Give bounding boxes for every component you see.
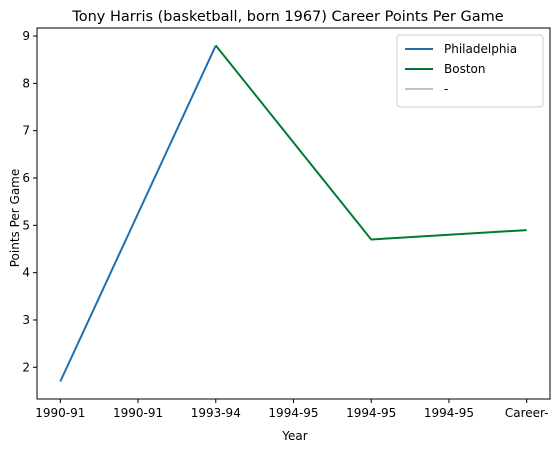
x-axis-ticks: 1990-91 1990-91 1993-94 1994-95 1994-95 1994-…: [35, 399, 549, 420]
y-axis-ticks: 2 3 4 5 6 7 8 9: [22, 29, 37, 374]
legend-label: Philadelphia: [444, 42, 517, 56]
y-tick-label: 2: [22, 360, 30, 374]
x-axis-label: Year: [281, 429, 307, 443]
y-axis-label: Points Per Game: [8, 169, 22, 268]
x-tick-label: 1994-95: [346, 406, 396, 420]
chart-title: Tony Harris (basketball, born 1967) Care…: [71, 9, 503, 25]
y-tick-label: 4: [22, 266, 30, 280]
y-tick-label: 6: [22, 171, 30, 185]
series-line-1: [215, 44, 527, 241]
x-tick-label: 1990-91: [113, 406, 163, 420]
y-tick-label: 9: [22, 29, 30, 43]
x-tick-label: Career-: [505, 406, 549, 420]
y-tick-label: 8: [22, 76, 30, 90]
series-line-0: [59, 45, 217, 382]
x-tick-label: 1994-95: [424, 406, 474, 420]
x-tick-label: 1994-95: [268, 406, 318, 420]
legend: Philadelphia Boston -: [396, 34, 544, 108]
y-tick-label: 3: [22, 313, 30, 327]
x-tick-label: 1990-91: [35, 406, 85, 420]
legend-label: Boston: [444, 62, 485, 76]
y-tick-label: 7: [22, 124, 30, 138]
legend-box: [396, 34, 544, 108]
x-tick-label: 1993-94: [191, 406, 241, 420]
y-tick-label: 5: [22, 218, 30, 232]
legend-label: -: [444, 82, 448, 96]
